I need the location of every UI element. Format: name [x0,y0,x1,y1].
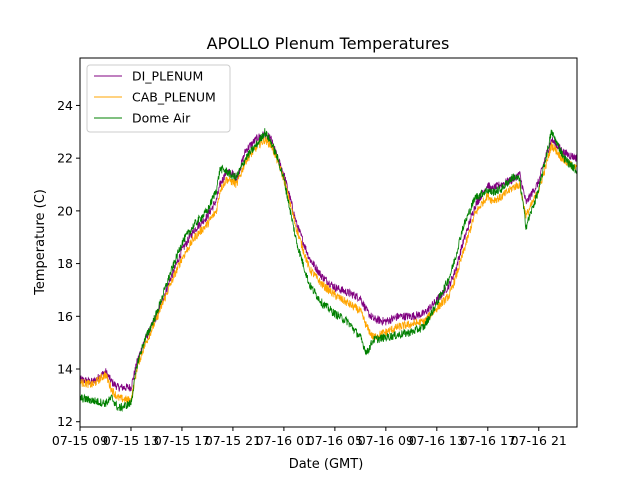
y-tick-label: 12 [57,414,73,429]
x-tick-label: 07-16 09 [358,433,414,448]
x-tick-label: 07-15 21 [205,433,261,448]
series-line-cab-plenum [79,136,578,405]
y-tick-label: 14 [57,362,73,377]
y-tick-label: 18 [57,256,73,271]
x-tick-label: 07-16 17 [460,433,516,448]
x-tick-label: 07-15 13 [103,433,159,448]
legend-label: CAB_PLENUM [132,90,216,105]
legend-label: DI_PLENUM [132,69,203,84]
x-tick-label: 07-16 21 [511,433,567,448]
x-tick-label: 07-16 01 [256,433,312,448]
y-tick-label: 20 [57,203,73,218]
legend-box [86,64,231,133]
x-tick-label: 07-15 09 [52,433,108,448]
y-axis-label: Temperature (C) [33,189,48,296]
y-tick-label: 24 [57,98,73,113]
series-line-dome-air [79,128,578,413]
chart-title: APOLLO Plenum Temperatures [207,34,450,53]
y-tick-label: 16 [57,309,73,324]
legend-label: Dome Air [132,111,191,126]
x-tick-label: 07-15 17 [154,433,210,448]
y-tick-label: 22 [57,151,73,166]
x-axis-label: Date (GMT) [289,457,364,472]
x-tick-label: 07-16 05 [307,433,363,448]
x-tick-label: 07-16 13 [409,433,465,448]
legend: DI_PLENUM CAB_PLENUM Dome Air [86,64,231,133]
axes-frame [79,57,578,428]
